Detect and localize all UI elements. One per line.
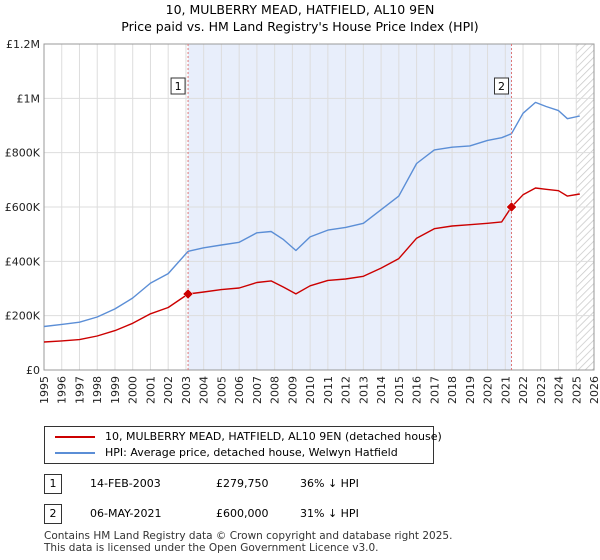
x-tick-label: 2000 (127, 376, 140, 404)
series-line-hpi (43, 101, 580, 328)
y-tick-label: £200K (5, 310, 41, 323)
x-tick-label: 2022 (517, 376, 530, 404)
x-tick-label: 1997 (73, 376, 86, 404)
x-tick-label: 2026 (588, 376, 600, 404)
legend-label-hpi: HPI: Average price, detached house, Welw… (105, 446, 398, 459)
x-tick-label: 1995 (38, 376, 51, 404)
sale-point-2 (506, 201, 517, 213)
x-tick-label: 2006 (233, 376, 246, 404)
sale-point-1 (182, 288, 194, 300)
footer: Contains HM Land Registry data © Crown c… (44, 530, 452, 554)
sale-marker-box-2 (494, 77, 509, 95)
x-tick-label: 2009 (286, 376, 299, 404)
x-tick-label: 1996 (56, 376, 69, 404)
chart-subtitle: Price paid vs. HM Land Registry's House … (121, 19, 479, 34)
x-tick-label: 2002 (162, 376, 175, 404)
x-tick-label: 2010 (304, 376, 317, 404)
sale-badge: 1 (44, 474, 62, 494)
sale-marker-label-1: 1 (175, 80, 182, 93)
x-tick-label: 2025 (570, 376, 583, 404)
sale-marker-label-2: 2 (498, 80, 505, 93)
x-tick-label: 1998 (91, 376, 104, 404)
x-tick-label: 2014 (375, 376, 388, 404)
sale-date: 14-FEB-2003 (90, 477, 161, 490)
plot-border (43, 43, 595, 371)
price-chart: 1995 1996 1997 1998 1999 2000 2001 2002 2003 2004… (5, 38, 600, 404)
x-tick-label: 2013 (357, 376, 370, 404)
sale-badge: 2 (44, 504, 62, 524)
x-tick-label: 2012 (340, 376, 353, 404)
x-tick-label: 1999 (109, 376, 122, 404)
x-tick-label: 2001 (144, 376, 157, 404)
footer-copyright: Contains HM Land Registry data © Crown c… (44, 530, 453, 542)
x-tick-label: 2018 (446, 376, 459, 404)
sale-date: 06-MAY-2021 (90, 507, 162, 520)
x-tick-label: 2003 (180, 376, 193, 404)
x-tick-label: 2024 (553, 376, 566, 404)
y-tick-label: £0 (26, 364, 40, 377)
legend-swatch-hpi (55, 452, 95, 454)
x-tick-label: 2017 (428, 376, 441, 404)
footer-licence: This data is licensed under the Open Gov… (44, 542, 379, 554)
y-tick-label: £400K (5, 255, 41, 268)
chart-legend: 10, MULBERRY MEAD, HATFIELD, AL10 9EN (d… (44, 426, 442, 464)
sale-hpi-diff: 36% ↓ HPI (300, 477, 359, 490)
y-tick-label: £800K (5, 147, 41, 160)
x-tick-label: 2023 (535, 376, 548, 404)
sale-price: £279,750 (216, 477, 269, 490)
x-tick-label: 2016 (411, 376, 424, 404)
x-tick-label: 2008 (269, 376, 282, 404)
chart-title: 10, MULBERRY MEAD, HATFIELD, AL10 9EN (165, 2, 435, 17)
x-tick-label: 2020 (482, 376, 495, 404)
x-tick-label: 2019 (464, 376, 477, 404)
sale-price: £600,000 (216, 507, 269, 520)
x-tick-label: 2004 (198, 376, 211, 404)
x-tick-label: 2021 (499, 376, 512, 404)
sale-hpi-diff: 31% ↓ HPI (300, 507, 359, 520)
x-tick-label: 2007 (251, 376, 264, 404)
sale-marker-box-1 (170, 77, 186, 95)
y-tick-label: £1M (17, 92, 41, 105)
x-tick-label: 2015 (393, 376, 406, 404)
y-tick-label: £600K (5, 201, 41, 214)
y-tick-label: £1.2M (6, 38, 40, 51)
x-tick-label: 2005 (215, 376, 228, 404)
legend-label-property: 10, MULBERRY MEAD, HATFIELD, AL10 9EN (d… (105, 430, 442, 443)
series-line-property (43, 187, 580, 343)
x-tick-label: 2011 (322, 376, 335, 404)
legend-swatch-property (55, 436, 95, 438)
